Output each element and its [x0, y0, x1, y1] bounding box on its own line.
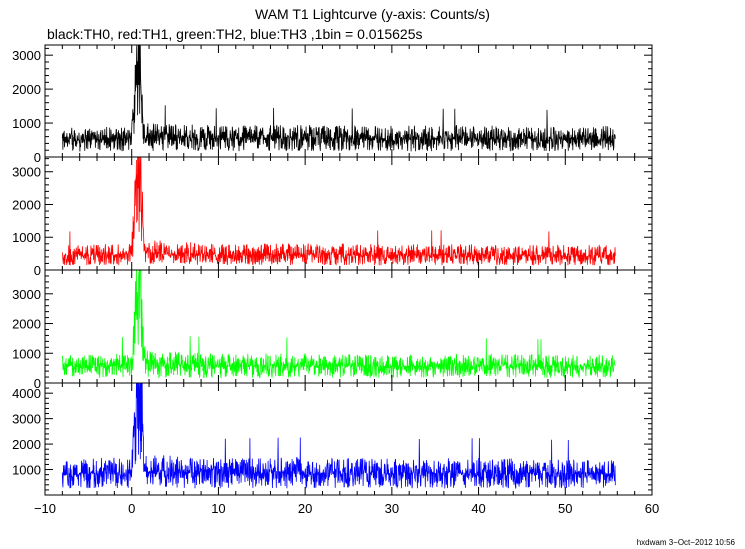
lightcurve-series-th0 [61, 44, 616, 152]
y-tick-label: 2000 [12, 437, 41, 452]
y-tick-label: 1000 [12, 346, 41, 361]
x-tick-label: 0 [128, 501, 135, 516]
x-tick-label: 20 [298, 501, 312, 516]
y-tick-label: 0 [34, 263, 41, 278]
y-tick-label: 2000 [12, 197, 41, 212]
y-tick-label: 3000 [12, 165, 41, 180]
y-tick-label: 0 [34, 376, 41, 391]
y-tick-label: 3000 [12, 48, 41, 63]
y-tick-label: 0 [34, 150, 41, 165]
y-tick-label: 4000 [12, 386, 41, 401]
y-tick-label: 1000 [12, 230, 41, 245]
x-tick-label: 40 [471, 501, 485, 516]
x-tick-label: 50 [558, 501, 572, 516]
y-tick-label: 1000 [12, 463, 41, 478]
x-tick-label: 60 [645, 501, 659, 516]
y-tick-label: 3000 [12, 412, 41, 427]
footer-timestamp: hxdwam 3−Oct−2012 10:56 [636, 538, 735, 547]
chart-title: WAM T1 Lightcurve (y-axis: Counts/s) [255, 6, 490, 22]
lightcurve-series-th1 [61, 156, 616, 266]
x-tick-label: −10 [34, 501, 56, 516]
y-tick-label: 1000 [12, 116, 41, 131]
y-tick-label: 2000 [12, 82, 41, 97]
x-tick-label: 30 [385, 501, 399, 516]
lightcurve-series-th3 [61, 382, 616, 489]
y-tick-label: 2000 [12, 317, 41, 332]
lightcurve-series-th2 [61, 269, 616, 379]
chart-subtitle: black:TH0, red:TH1, green:TH2, blue:TH3 … [47, 26, 423, 42]
y-tick-label: 3000 [12, 287, 41, 302]
x-tick-label: 10 [211, 501, 225, 516]
